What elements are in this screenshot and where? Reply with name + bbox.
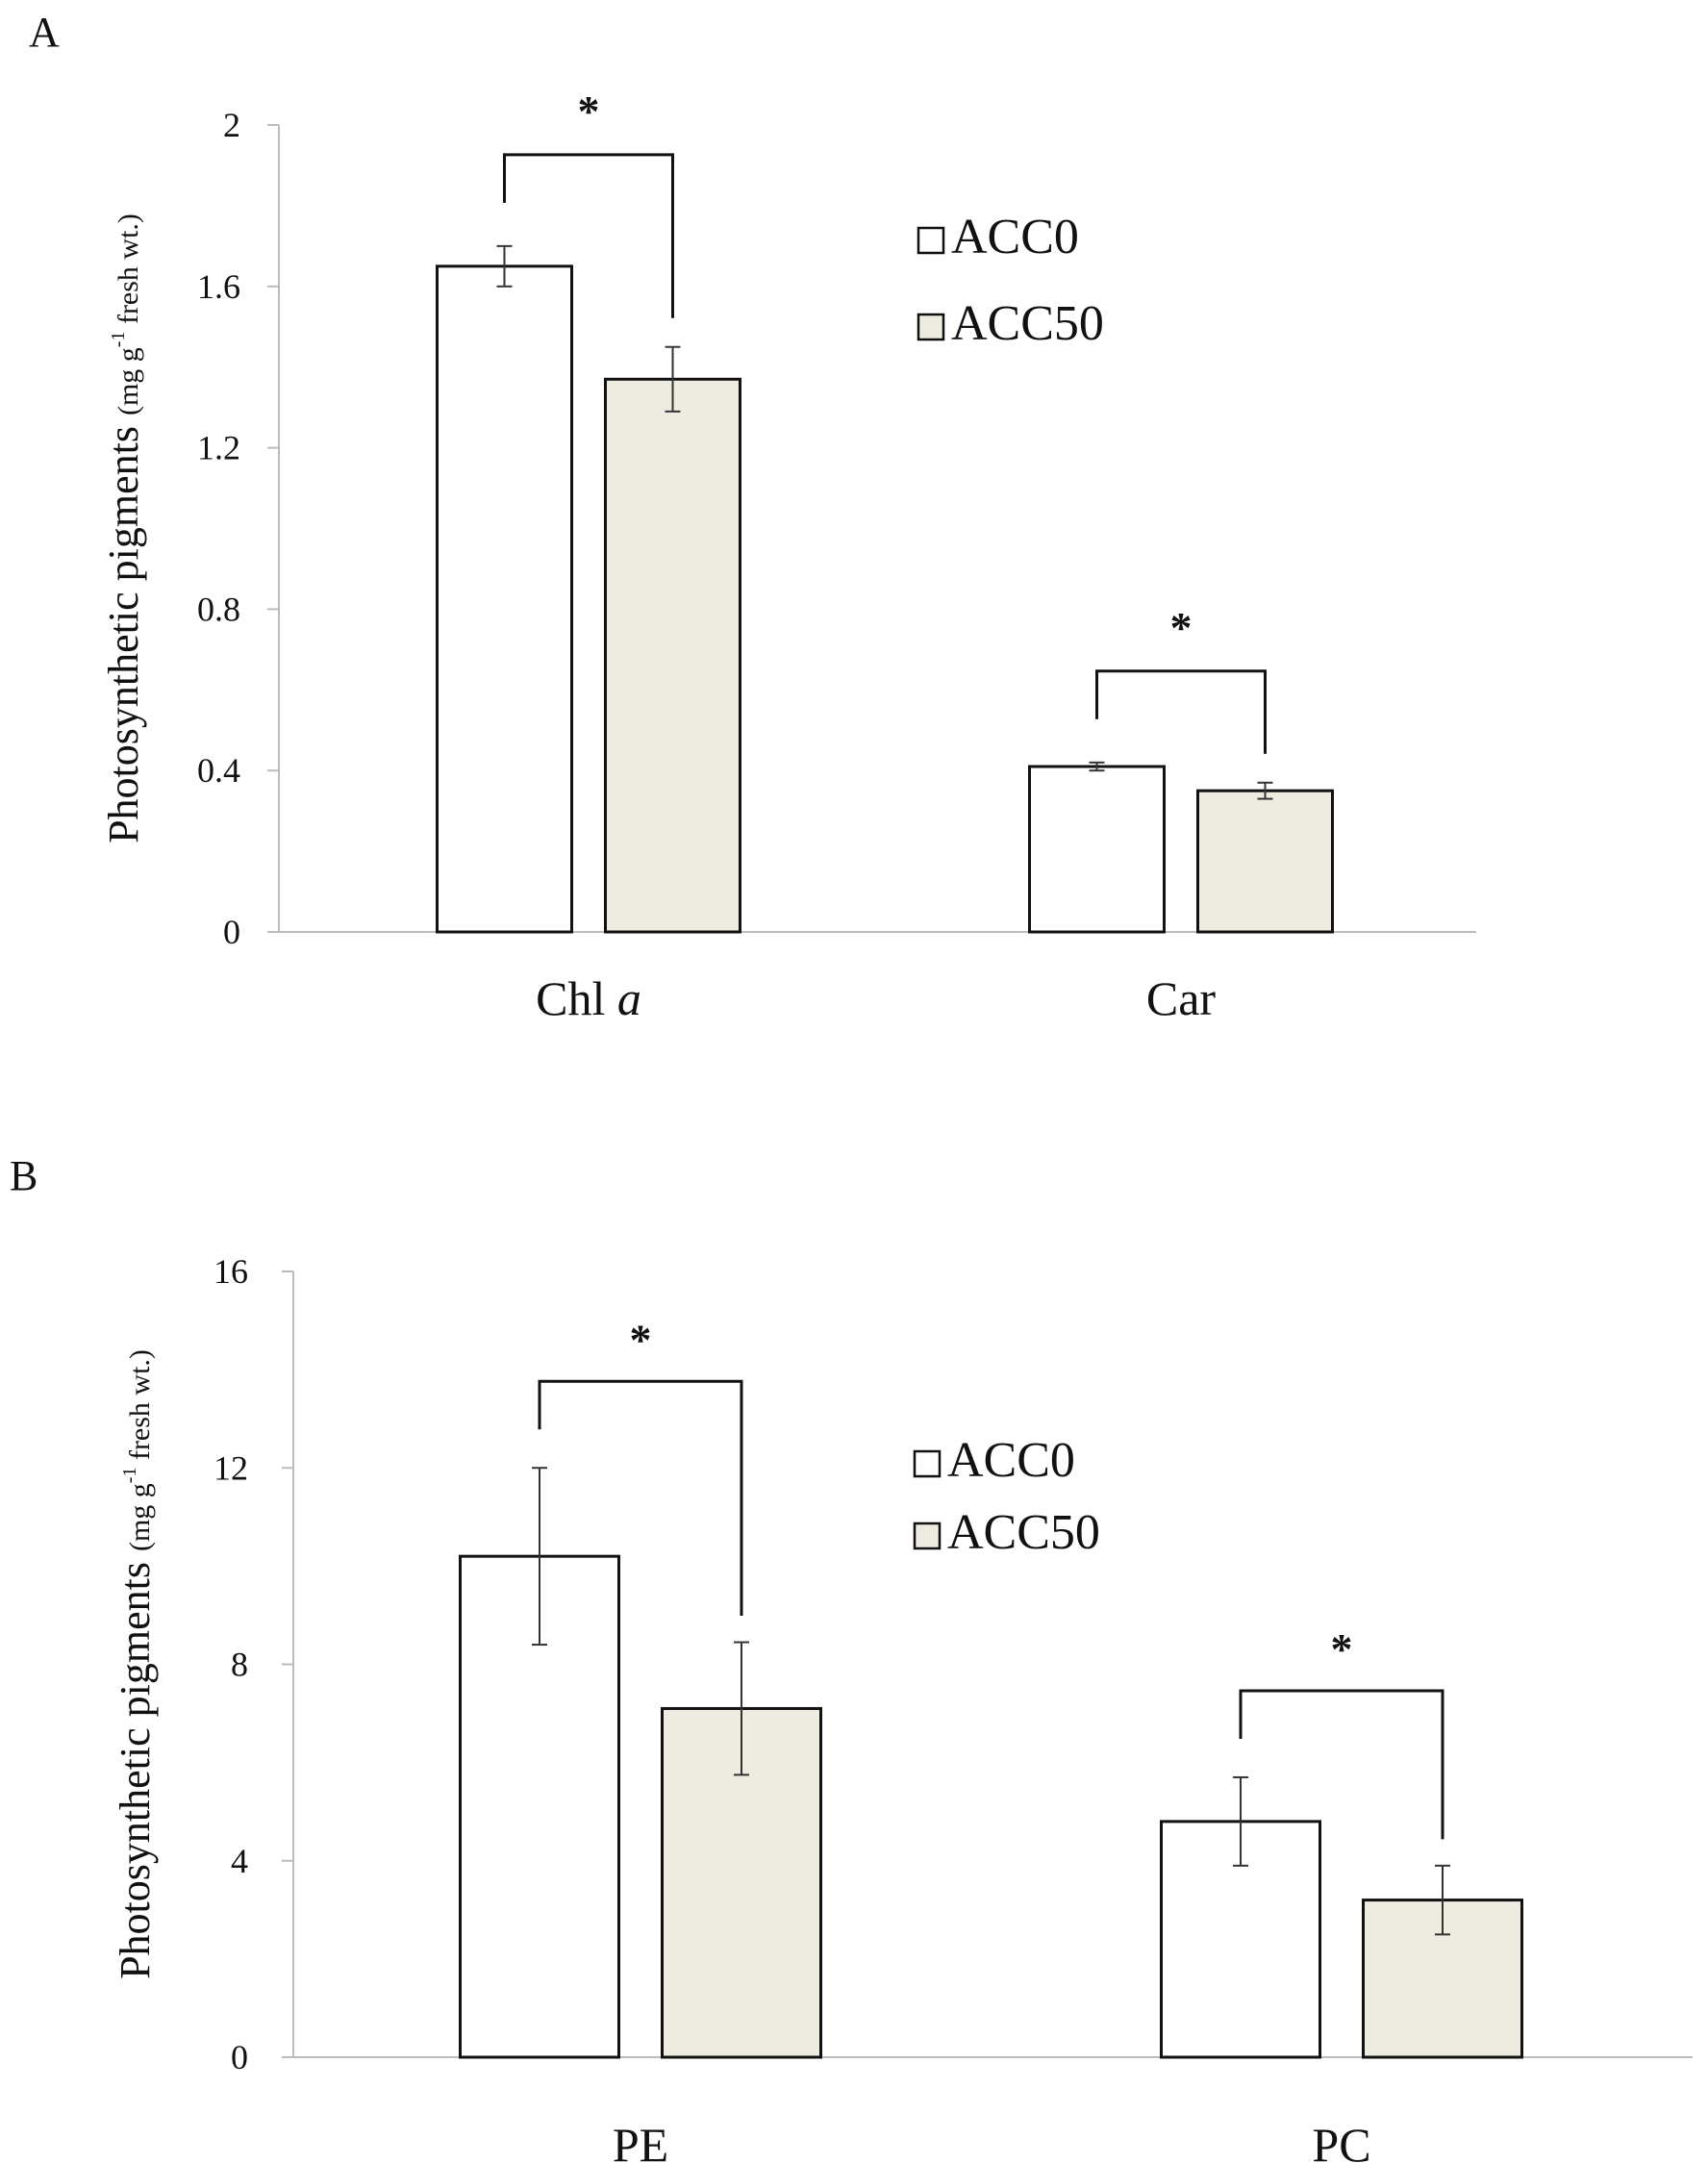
x-category-label-text: PC [1312,2118,1370,2163]
bar-acc0 [1028,765,1166,934]
legend-label: ACC0 [947,1433,1075,1488]
y-axis-title: Photosynthetic pigments (mg g-1 fresh wt… [100,214,147,843]
bar-acc50 [1196,789,1334,934]
y-tick-label: 0.8 [197,590,240,628]
y-tick-label: 0.4 [197,751,240,790]
significance-bracket [538,1379,743,1617]
legend-swatch-acc50 [913,1522,942,1550]
legend-label: ACC0 [951,210,1079,264]
bar-acc0 [436,264,573,934]
x-category-label: Chl a [536,971,641,1025]
y-axis-title-unit-rest: fresh wt.) [113,214,144,331]
y-tick-label: 2 [223,106,240,144]
significance-star: * [1170,603,1193,652]
y-tick-label: 0 [223,913,240,951]
significance-bracket [1239,1689,1444,1840]
y-tick-label: 16 [214,1252,248,1291]
y-axis-title-unit-rest: fresh wt.) [124,1349,156,1467]
y-axis-title-unit-superscript: -1 [119,1468,140,1484]
y-tick-label: 0 [231,2038,248,2076]
y-tick-label: 1.2 [197,429,240,467]
significance-bracket [1095,669,1267,754]
legend-label: ACC50 [951,296,1104,351]
legend-swatch-acc0 [913,1449,942,1478]
x-category-label-text: Car [1146,971,1217,1025]
y-axis-title-unit: (mg g [113,347,144,415]
y-axis-title-main: Photosynthetic pigments [112,1551,159,1979]
legend-swatch-acc0 [917,226,945,255]
significance-star: * [630,1315,652,1364]
y-tick-label: 8 [231,1646,248,1684]
panel-b: B 0 4 8 12 16 Photosynthetic pigments (mg g-1 … [10,1152,1693,2163]
y-axis-title-unit: (mg g [124,1483,156,1551]
x-category-label-text: Chl [536,971,617,1025]
legend-label: ACC50 [947,1505,1100,1560]
panel-a: A 0 0.4 0.8 1.2 1.6 2 Photosynthetic pigments (… [29,9,1476,1025]
x-category-label: PE [613,2118,668,2163]
x-category-label: Car [1146,971,1217,1025]
y-axis-title-main: Photosynthetic pigments [100,415,147,843]
y-axis-title-unit-superscript: -1 [108,332,129,348]
y-tick-label: 1.6 [197,267,240,306]
x-category-label-italic: a [617,971,641,1025]
significance-bracket [503,153,674,318]
significance-star: * [578,87,600,136]
x-category-label-text: PE [613,2118,668,2163]
x-category-label: PC [1312,2118,1370,2163]
bar-acc50 [604,377,741,934]
y-tick-label: 4 [231,1842,248,1880]
y-axis-title: Photosynthetic pigments (mg g-1 fresh wt… [112,1349,159,1979]
legend-swatch-acc50 [917,313,945,341]
panel-label: A [29,9,60,56]
panel-label: B [10,1152,38,1199]
y-tick-label: 12 [214,1448,248,1487]
significance-star: * [1331,1624,1353,1673]
